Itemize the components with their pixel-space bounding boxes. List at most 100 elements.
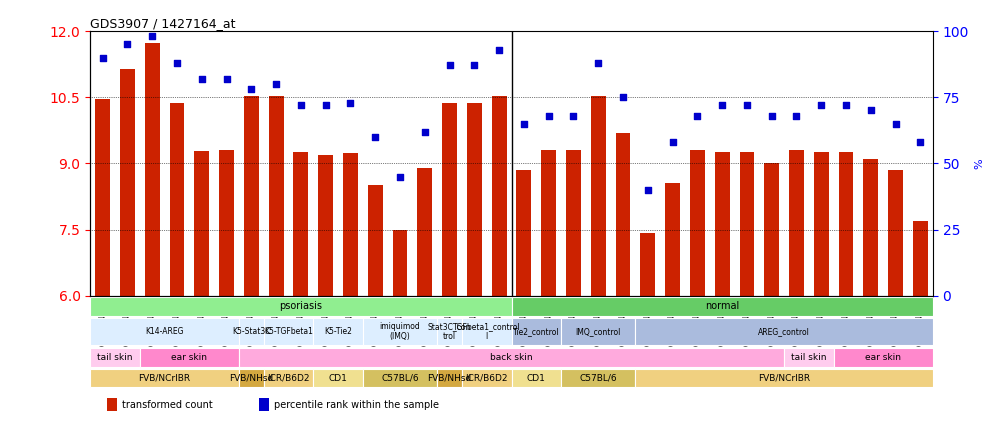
Text: Tie2_control: Tie2_control bbox=[512, 327, 559, 336]
Bar bbox=[516, 170, 531, 296]
Bar bbox=[294, 152, 308, 296]
FancyBboxPatch shape bbox=[313, 318, 363, 345]
FancyBboxPatch shape bbox=[462, 369, 511, 387]
Point bbox=[392, 173, 408, 180]
Point bbox=[515, 120, 531, 127]
Text: percentile rank within the sample: percentile rank within the sample bbox=[274, 400, 439, 410]
FancyBboxPatch shape bbox=[90, 297, 511, 316]
Text: tail skin: tail skin bbox=[791, 353, 826, 362]
FancyBboxPatch shape bbox=[635, 369, 932, 387]
FancyBboxPatch shape bbox=[264, 369, 313, 387]
Bar bbox=[343, 153, 358, 296]
Bar bbox=[144, 44, 159, 296]
Text: K5-Stat3C: K5-Stat3C bbox=[231, 327, 271, 336]
Bar bbox=[764, 163, 779, 296]
Text: ICR/B6D2: ICR/B6D2 bbox=[267, 373, 310, 383]
FancyBboxPatch shape bbox=[635, 318, 932, 345]
Text: K5-TGFbeta1: K5-TGFbeta1 bbox=[264, 327, 313, 336]
Bar bbox=[491, 96, 506, 296]
FancyBboxPatch shape bbox=[784, 348, 833, 367]
Point bbox=[614, 94, 630, 101]
Bar bbox=[689, 150, 704, 296]
Bar bbox=[392, 230, 407, 296]
FancyBboxPatch shape bbox=[462, 318, 511, 345]
Point bbox=[589, 59, 605, 67]
Bar bbox=[738, 152, 754, 296]
FancyBboxPatch shape bbox=[511, 369, 560, 387]
Point bbox=[417, 128, 433, 135]
Point bbox=[342, 99, 358, 106]
Bar bbox=[442, 103, 457, 296]
FancyBboxPatch shape bbox=[90, 318, 238, 345]
Text: ear skin: ear skin bbox=[171, 353, 207, 362]
Text: FVB/NHsd: FVB/NHsd bbox=[427, 373, 471, 383]
Text: IMQ_control: IMQ_control bbox=[575, 327, 620, 336]
Text: FVB/NHsd: FVB/NHsd bbox=[229, 373, 274, 383]
Text: FVB/NCrIBR: FVB/NCrIBR bbox=[138, 373, 190, 383]
Bar bbox=[107, 398, 117, 411]
Bar bbox=[243, 96, 259, 296]
FancyBboxPatch shape bbox=[833, 348, 932, 367]
Bar bbox=[888, 170, 902, 296]
Point bbox=[664, 139, 680, 146]
Point bbox=[119, 41, 135, 48]
Point bbox=[293, 102, 309, 109]
FancyBboxPatch shape bbox=[90, 348, 139, 367]
Bar bbox=[218, 150, 233, 296]
Point bbox=[540, 112, 556, 119]
Text: ear skin: ear skin bbox=[865, 353, 901, 362]
Bar bbox=[639, 233, 654, 296]
Point bbox=[193, 75, 209, 82]
FancyBboxPatch shape bbox=[238, 369, 264, 387]
Point bbox=[243, 86, 260, 93]
Text: psoriasis: psoriasis bbox=[280, 301, 322, 311]
Point bbox=[862, 107, 878, 114]
FancyBboxPatch shape bbox=[264, 318, 313, 345]
Point bbox=[887, 120, 903, 127]
Point bbox=[788, 112, 804, 119]
Bar bbox=[714, 152, 728, 296]
FancyBboxPatch shape bbox=[313, 369, 363, 387]
Text: K5-Tie2: K5-Tie2 bbox=[324, 327, 352, 336]
Text: ICR/B6D2: ICR/B6D2 bbox=[465, 373, 507, 383]
Bar bbox=[169, 103, 184, 296]
Bar bbox=[368, 185, 383, 296]
Text: C57BL/6: C57BL/6 bbox=[579, 373, 616, 383]
Point bbox=[713, 102, 729, 109]
Text: Stat3C_con
trol: Stat3C_con trol bbox=[428, 322, 471, 341]
Point bbox=[94, 54, 110, 61]
Point bbox=[838, 102, 854, 109]
Text: C57BL/6: C57BL/6 bbox=[381, 373, 419, 383]
FancyBboxPatch shape bbox=[238, 348, 784, 367]
Bar bbox=[269, 96, 284, 296]
Point bbox=[688, 112, 704, 119]
Point bbox=[268, 80, 284, 87]
Bar bbox=[590, 96, 605, 296]
Bar bbox=[541, 150, 555, 296]
FancyBboxPatch shape bbox=[363, 369, 437, 387]
Point bbox=[565, 112, 581, 119]
Text: CD1: CD1 bbox=[526, 373, 545, 383]
Text: imiquimod
(IMQ): imiquimod (IMQ) bbox=[380, 322, 420, 341]
Bar bbox=[813, 152, 828, 296]
FancyBboxPatch shape bbox=[90, 369, 238, 387]
Bar bbox=[194, 151, 209, 296]
Text: transformed count: transformed count bbox=[122, 400, 212, 410]
Point bbox=[441, 62, 457, 69]
Point bbox=[218, 75, 234, 82]
Bar bbox=[912, 221, 927, 296]
Text: FVB/NCrIBR: FVB/NCrIBR bbox=[758, 373, 810, 383]
Point bbox=[738, 102, 755, 109]
Bar bbox=[615, 134, 630, 296]
Bar bbox=[95, 99, 110, 296]
Bar bbox=[467, 103, 481, 296]
Y-axis label: %: % bbox=[974, 158, 983, 169]
Text: tail skin: tail skin bbox=[97, 353, 132, 362]
Bar bbox=[259, 398, 269, 411]
Point bbox=[639, 186, 655, 194]
FancyBboxPatch shape bbox=[363, 318, 437, 345]
Point bbox=[318, 102, 334, 109]
Point bbox=[763, 112, 779, 119]
Bar bbox=[838, 152, 853, 296]
FancyBboxPatch shape bbox=[560, 318, 635, 345]
